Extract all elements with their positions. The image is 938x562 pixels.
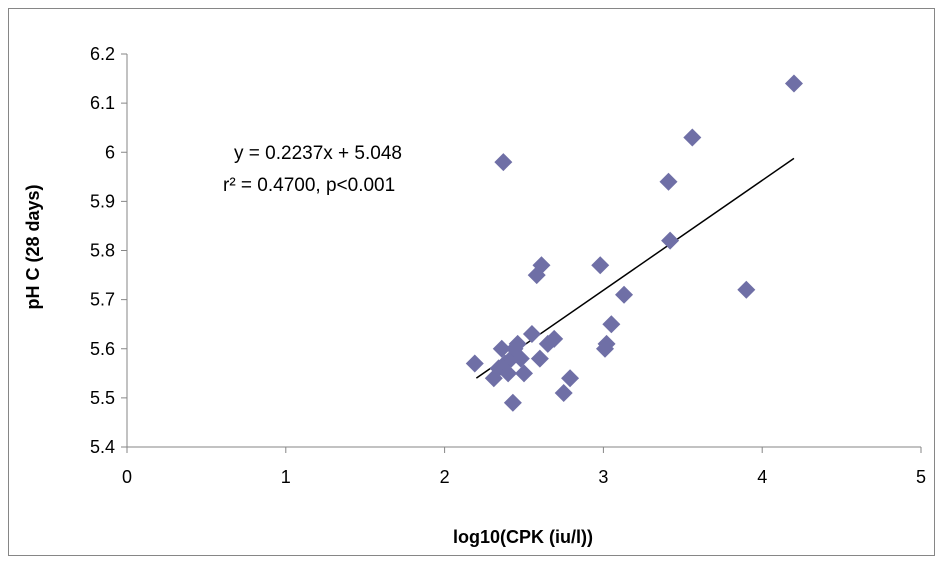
data-point	[532, 256, 551, 275]
x-tick-label: 3	[598, 467, 608, 487]
y-tick-label: 5.8	[90, 241, 115, 261]
data-point	[499, 364, 518, 383]
data-point	[522, 325, 541, 344]
y-tick-label: 5.9	[90, 191, 115, 211]
x-tick-label: 0	[122, 467, 132, 487]
y-ticks: 5.4 5.5 5.6 5.7 5.8 5.9 6 6.1 6.2	[90, 44, 127, 457]
x-tick-label: 2	[440, 467, 450, 487]
y-tick-label: 6.2	[90, 44, 115, 64]
data-point	[508, 334, 527, 353]
x-ticks: 0 1 2 3 4 5	[122, 447, 926, 487]
y-tick-label: 5.7	[90, 290, 115, 310]
data-point	[659, 172, 678, 191]
scatter-chart: 5.4 5.5 5.6 5.7 5.8 5.9 6 6.1 6.2 0 1 2 3 4 5 y = 0.2…	[23, 44, 926, 547]
chart-area: 5.4 5.5 5.6 5.7 5.8 5.9 6 6.1 6.2 0 1 2 3 4 5 y = 0.2…	[8, 8, 935, 556]
data-point	[737, 280, 756, 299]
y-tick-label: 5.4	[90, 437, 115, 457]
y-tick-label: 5.5	[90, 388, 115, 408]
regression-stats: r² = 0.4700, p<0.001	[223, 175, 395, 196]
data-point	[503, 393, 522, 412]
data-point	[597, 334, 616, 353]
data-point	[545, 329, 564, 348]
data-point	[661, 231, 680, 250]
data-point	[602, 315, 621, 334]
data-point	[683, 128, 702, 147]
data-point	[554, 383, 573, 402]
data-points	[465, 74, 803, 412]
x-tick-label: 5	[916, 467, 926, 487]
x-tick-label: 4	[757, 467, 767, 487]
data-point	[515, 364, 533, 383]
y-tick-label: 6.1	[90, 93, 115, 113]
data-point	[784, 74, 803, 93]
axes	[126, 54, 921, 448]
y-tick-label: 6	[105, 142, 115, 162]
data-point	[502, 349, 521, 368]
x-axis-title: log10(CPK (iu/l))	[453, 527, 593, 547]
data-point	[465, 354, 484, 373]
trendline	[475, 157, 795, 379]
y-axis-title: pH C (28 days)	[23, 184, 43, 309]
data-point	[494, 153, 513, 172]
data-point	[561, 369, 580, 388]
data-point	[591, 256, 610, 275]
x-tick-label: 1	[281, 467, 291, 487]
data-point	[615, 285, 634, 304]
regression-equation: y = 0.2237x + 5.048	[234, 143, 402, 164]
data-point	[530, 349, 549, 368]
y-tick-label: 5.6	[90, 339, 115, 359]
data-point	[492, 339, 511, 358]
